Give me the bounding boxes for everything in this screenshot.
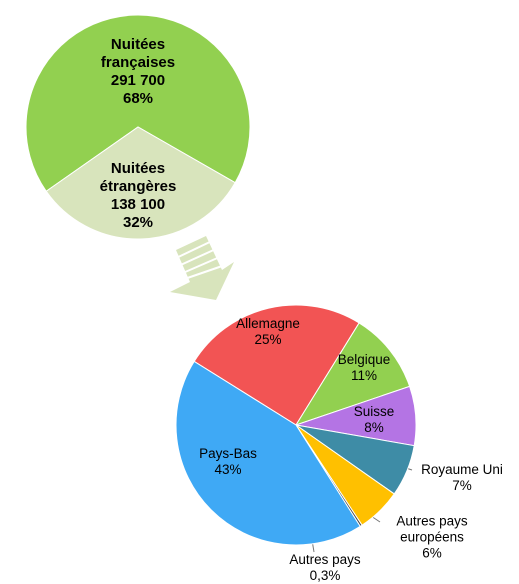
value-label: 32%: [122, 214, 154, 231]
slice-label: Suisse 8%: [319, 404, 429, 436]
pie: [175, 304, 417, 546]
category-label: Autres pays européens: [396, 513, 468, 545]
pie-slice: [25, 14, 251, 192]
slice-label: Nuitées étrangères 138 100 32%: [83, 160, 193, 232]
pie: [25, 14, 251, 240]
value-label: 43%: [214, 462, 242, 477]
category-label: Pays-Bas: [199, 445, 257, 461]
value-label: 8%: [364, 420, 384, 435]
arrow: [169, 236, 234, 300]
value-label: 7%: [452, 478, 472, 493]
category-label: Suisse: [353, 403, 395, 419]
slice-label: Allemagne 25%: [213, 316, 323, 348]
category-label: Nuitées françaises: [100, 36, 176, 71]
pie-slice: [45, 126, 236, 240]
category-label: Royaume Uni: [421, 461, 503, 477]
slice-label: Royaume Uni 7%: [421, 462, 503, 494]
count-label: 138 100: [110, 196, 166, 213]
count-label: 291 700: [110, 72, 166, 89]
slice-label: Belgique 11%: [309, 352, 419, 384]
slice-label: Autres pays 0,3%: [270, 552, 380, 584]
value-label: 68%: [122, 90, 154, 107]
value-label: 11%: [350, 368, 378, 383]
pie-slice: [294, 322, 411, 426]
category-label: Autres pays: [289, 551, 361, 567]
pie-slice: [175, 360, 361, 546]
pie-slice: [193, 304, 360, 426]
slice-label: Autres pays européens 6%: [377, 514, 487, 563]
value-label: 0,3%: [309, 568, 341, 583]
category-label: Allemagne: [236, 315, 300, 331]
category-label: Belgique: [337, 351, 391, 367]
category-label: Nuitées étrangères: [99, 160, 177, 195]
slice-label: Nuitées françaises 291 700 68%: [83, 36, 193, 108]
value-label: 6%: [422, 546, 442, 562]
slice-label: Pays-Bas 43%: [173, 446, 283, 478]
value-label: 25%: [254, 332, 282, 347]
